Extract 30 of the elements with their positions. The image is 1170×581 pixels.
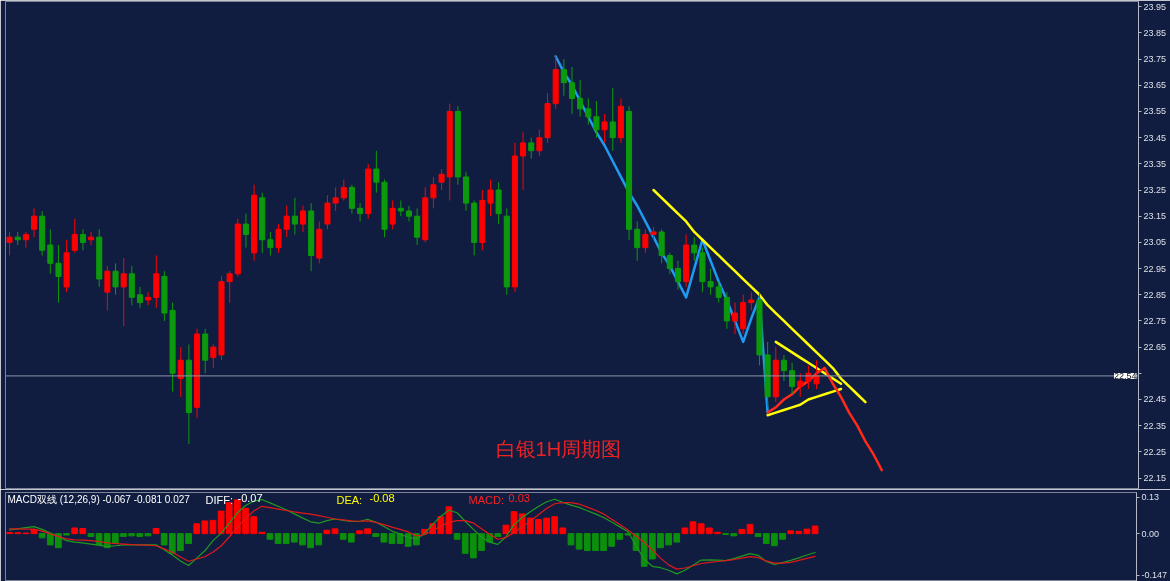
y-tick-label: 22.45 <box>1143 394 1167 405</box>
annotation: -0.08 <box>369 491 395 504</box>
y-tick-label: 22.15 <box>1143 473 1167 484</box>
y-tick-label: 23.15 <box>1143 211 1167 222</box>
y-tick-label: 0.13 <box>1141 492 1160 503</box>
annotation: 0.03 <box>508 491 530 504</box>
y-tick-label: 22.25 <box>1143 446 1167 457</box>
y-tick-label: 23.55 <box>1143 106 1167 117</box>
y-tick-label: 23.05 <box>1143 237 1167 248</box>
y-tick-label: 0.00 <box>1141 528 1160 539</box>
y-tick-label: 22.85 <box>1143 289 1167 300</box>
y-tick-label: 23.85 <box>1143 27 1167 38</box>
annotation: DIFF: <box>205 493 233 506</box>
ref-line-label: 22.54 <box>1113 370 1137 381</box>
y-tick-label: 22.95 <box>1143 263 1167 274</box>
annotation: -0.07 <box>237 491 263 504</box>
y-tick-label: 23.25 <box>1143 185 1167 196</box>
annotation: DEA: <box>336 493 363 506</box>
y-tick-label: 23.65 <box>1143 80 1167 91</box>
y-tick-label: 23.95 <box>1143 1 1167 12</box>
annotation: 白银1H周期图 <box>495 437 622 460</box>
chart-title: MACD双线 (12,26,9) -0.067 -0.081 0.027 <box>7 493 191 505</box>
y-tick-label: 22.35 <box>1143 420 1167 431</box>
y-tick-label: 22.65 <box>1143 342 1167 353</box>
y-tick-label: 22.75 <box>1143 315 1167 326</box>
y-tick-label: 23.45 <box>1143 132 1167 143</box>
y-tick-label: -0.147 <box>1141 570 1168 581</box>
y-tick-label: 23.75 <box>1143 54 1167 65</box>
y-tick-label: 23.35 <box>1143 158 1167 169</box>
annotation: MACD: <box>468 493 504 506</box>
